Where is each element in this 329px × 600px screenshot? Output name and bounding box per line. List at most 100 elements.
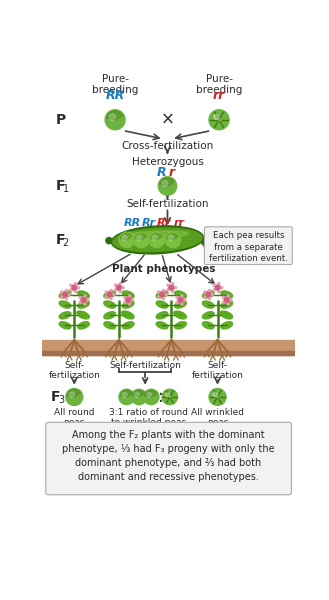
- Wedge shape: [120, 391, 132, 397]
- Circle shape: [206, 292, 211, 297]
- Ellipse shape: [78, 291, 89, 298]
- Ellipse shape: [130, 299, 134, 301]
- Ellipse shape: [202, 322, 214, 329]
- Circle shape: [72, 285, 77, 290]
- Ellipse shape: [79, 301, 83, 304]
- Ellipse shape: [79, 296, 83, 299]
- Text: 3:1 ratio of round
to wrinkled peas: 3:1 ratio of round to wrinkled peas: [110, 408, 189, 427]
- Ellipse shape: [171, 283, 174, 286]
- Text: 1: 1: [63, 184, 69, 194]
- Ellipse shape: [164, 293, 167, 296]
- Ellipse shape: [221, 301, 233, 308]
- Text: P: P: [56, 113, 66, 127]
- Text: Each pea results
from a separate
fertilization event.: Each pea results from a separate fertili…: [209, 232, 288, 263]
- Circle shape: [134, 392, 139, 397]
- Ellipse shape: [167, 288, 170, 291]
- Circle shape: [169, 285, 174, 290]
- Circle shape: [131, 389, 147, 404]
- Text: RR: RR: [124, 218, 141, 229]
- Text: F: F: [56, 233, 65, 247]
- Text: Rr: Rr: [157, 218, 171, 229]
- Circle shape: [126, 298, 131, 302]
- Text: 2: 2: [63, 238, 69, 248]
- Circle shape: [149, 232, 164, 248]
- Ellipse shape: [78, 322, 89, 329]
- Ellipse shape: [213, 284, 216, 287]
- Text: F: F: [56, 179, 65, 193]
- Ellipse shape: [180, 301, 183, 305]
- Ellipse shape: [176, 301, 179, 304]
- Ellipse shape: [156, 291, 168, 298]
- Ellipse shape: [122, 291, 134, 298]
- Ellipse shape: [158, 295, 161, 298]
- Text: Self-
fertilization: Self- fertilization: [48, 361, 100, 380]
- Ellipse shape: [104, 301, 115, 308]
- Text: RR: RR: [106, 89, 125, 102]
- Text: r: r: [168, 166, 174, 179]
- Ellipse shape: [210, 293, 214, 296]
- Ellipse shape: [204, 291, 207, 294]
- Ellipse shape: [114, 284, 118, 287]
- Ellipse shape: [122, 301, 134, 308]
- FancyBboxPatch shape: [204, 227, 292, 265]
- Circle shape: [224, 298, 229, 302]
- Circle shape: [209, 110, 229, 130]
- Ellipse shape: [59, 291, 71, 298]
- Wedge shape: [120, 233, 132, 240]
- Ellipse shape: [175, 291, 187, 298]
- Ellipse shape: [76, 286, 80, 289]
- Circle shape: [119, 232, 134, 248]
- FancyBboxPatch shape: [46, 422, 291, 495]
- Circle shape: [81, 298, 86, 302]
- Ellipse shape: [202, 301, 214, 308]
- Ellipse shape: [158, 291, 161, 294]
- Ellipse shape: [110, 296, 112, 299]
- Bar: [42, 340, 295, 355]
- Circle shape: [214, 115, 219, 119]
- Ellipse shape: [128, 295, 131, 298]
- Circle shape: [215, 285, 220, 290]
- Circle shape: [152, 235, 157, 240]
- Circle shape: [66, 388, 83, 406]
- Ellipse shape: [113, 228, 202, 251]
- Ellipse shape: [119, 289, 121, 293]
- Circle shape: [160, 292, 164, 297]
- Ellipse shape: [74, 283, 77, 286]
- Ellipse shape: [217, 283, 220, 286]
- Ellipse shape: [204, 295, 207, 298]
- Circle shape: [63, 292, 67, 297]
- Wedge shape: [150, 233, 162, 240]
- Text: All wrinkled
peas: All wrinkled peas: [191, 408, 244, 427]
- Ellipse shape: [111, 226, 204, 254]
- Circle shape: [109, 114, 115, 120]
- Ellipse shape: [85, 299, 89, 301]
- Text: Plant phenotypes: Plant phenotypes: [112, 265, 215, 275]
- Ellipse shape: [221, 312, 233, 319]
- Text: Among the F₂ plants with the dominant
phenotype, ⅓ had F₃ progeny with only the
: Among the F₂ plants with the dominant ph…: [62, 430, 274, 482]
- Ellipse shape: [83, 295, 86, 298]
- Ellipse shape: [228, 299, 232, 301]
- Ellipse shape: [220, 311, 230, 316]
- Ellipse shape: [162, 296, 164, 299]
- Text: Heterozygous: Heterozygous: [132, 157, 203, 167]
- Ellipse shape: [111, 293, 115, 296]
- Ellipse shape: [213, 288, 216, 291]
- Wedge shape: [166, 233, 179, 240]
- Ellipse shape: [59, 322, 71, 329]
- Ellipse shape: [171, 289, 174, 293]
- Text: Self-fertilization: Self-fertilization: [109, 361, 181, 370]
- Circle shape: [143, 389, 159, 404]
- Ellipse shape: [176, 296, 179, 299]
- Ellipse shape: [121, 311, 132, 316]
- Ellipse shape: [65, 296, 67, 299]
- Circle shape: [137, 235, 141, 240]
- Wedge shape: [145, 391, 157, 397]
- Ellipse shape: [78, 312, 89, 319]
- Circle shape: [168, 235, 173, 240]
- Text: ×: ×: [161, 111, 174, 129]
- Circle shape: [162, 181, 168, 187]
- Ellipse shape: [122, 312, 134, 319]
- Ellipse shape: [66, 293, 70, 296]
- Ellipse shape: [156, 301, 168, 308]
- Ellipse shape: [128, 301, 131, 305]
